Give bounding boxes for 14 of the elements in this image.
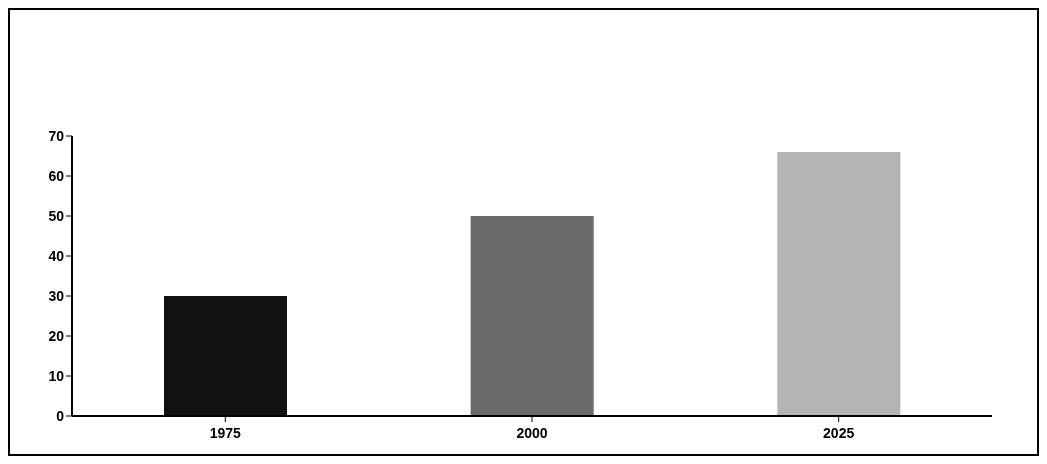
- y-tick-label: 10: [48, 367, 65, 384]
- x-tick-label: 2000: [516, 424, 548, 441]
- x-tick-label: 2025: [823, 424, 855, 441]
- y-tick-label: 70: [48, 127, 65, 144]
- y-tick-label: 20: [48, 327, 65, 344]
- y-tick-label: 30: [48, 287, 65, 304]
- y-tick-label: 50: [48, 207, 65, 224]
- bar: [777, 152, 901, 416]
- y-tick-label: 60: [48, 167, 65, 184]
- bar: [164, 296, 287, 416]
- x-tick-label: 1975: [209, 424, 242, 441]
- y-tick-label: 0: [56, 407, 65, 424]
- bar: [470, 216, 594, 416]
- y-tick-label: 40: [48, 247, 65, 264]
